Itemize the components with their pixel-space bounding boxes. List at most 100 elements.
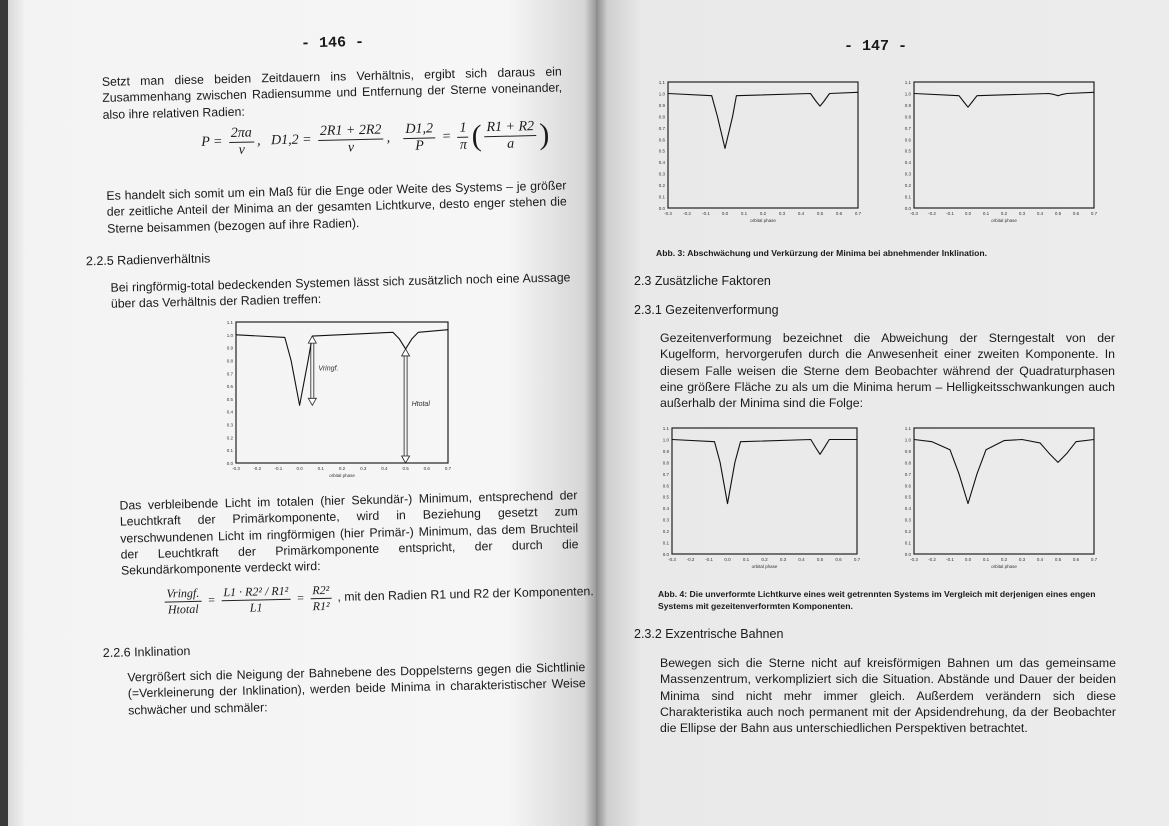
formula-part: =: [296, 590, 305, 605]
page-number: - 146 -: [300, 33, 365, 53]
paragraph: Bei ringförmig-total bedeckenden Systeme…: [110, 270, 571, 312]
x-axis-label: orbital phase: [991, 218, 1017, 223]
x-tick-label: 0.5: [817, 557, 824, 562]
formula-part: =: [441, 129, 452, 145]
y-tick-label: 0.8: [227, 358, 234, 363]
y-tick-label: 0.0: [905, 552, 912, 557]
denominator: v: [238, 142, 245, 158]
y-tick-label: 0.4: [227, 410, 234, 415]
formula-part: ,: [386, 130, 391, 146]
chart-radius-ratio: 0.0 0.1 0.2 0.3 0.4 0.5 0.6 0.7 0.8 0.9 1.0 1.1 -0.3…: [220, 318, 452, 483]
y-tick-label: 0.0: [659, 206, 666, 211]
chart-svg: 0.0 0.1 0.2 0.3 0.4 0.5 0.6 0.7 0.8 0.9 1.0 1.1 -0.3…: [227, 320, 452, 478]
x-tick-label: 0.4: [798, 211, 805, 216]
y-tick-label: 0.3: [227, 423, 234, 428]
plot-frame: [671, 427, 858, 555]
x-axis-label: orbital phase: [329, 473, 355, 478]
paragraph: Vergrößert sich die Neigung der Bahneben…: [127, 660, 586, 718]
x-tick-label: 0.4: [381, 466, 388, 471]
y-tick-label: 0.9: [905, 449, 912, 454]
y-tick-label: 0.1: [905, 541, 912, 546]
y-tick-label: 1.1: [663, 426, 670, 431]
x-axis-label: orbital phase: [991, 564, 1017, 569]
figure-caption-abb3: Abb. 3: Abschwächung und Verkürzung der …: [656, 248, 988, 258]
x-tick-label: -0.1: [275, 466, 283, 471]
y-tick-label: 0.7: [227, 371, 234, 376]
y-tick-label: 0.8: [663, 460, 670, 465]
x-axis-label: orbital phase: [752, 564, 778, 569]
y-tick-label: 1.1: [659, 80, 666, 85]
x-tick-label: 0.1: [318, 466, 325, 471]
x-tick-label: -0.1: [946, 557, 954, 562]
denominator: π: [459, 137, 468, 153]
y-tick-label: 0.3: [659, 172, 666, 177]
chart-svg: 0.0 0.1 0.2 0.3 0.4 0.5 0.6 0.7 0.8 0.9 1.0 1.1 -0.3…: [663, 426, 861, 569]
section-heading-2-3-2: 2.3.2 Exzentrische Bahnen: [634, 627, 784, 641]
chart-abb4-right: 0.0 0.1 0.2 0.3 0.4 0.5 0.6 0.7 0.8 0.9 1.0 1.1 -0.3…: [898, 424, 1098, 574]
section-heading-2-2-6: 2.2.6 Inklination: [102, 644, 191, 661]
x-tick-label: 0.1: [743, 557, 750, 562]
y-tick-label: 0.9: [905, 103, 912, 108]
x-tick-label: 0.0: [724, 557, 731, 562]
y-tick-label: 0.2: [663, 529, 670, 534]
y-tick-label: 0.6: [227, 384, 234, 389]
x-tick-label: 0.5: [1055, 211, 1062, 216]
fraction: R1 + R2 a: [484, 118, 537, 153]
x-tick-label: 0.0: [296, 466, 303, 471]
formula-radius-ratio: Vringf. Htotal = L1 · R2² / R1² L1 = R2² R1…: [161, 577, 594, 618]
light-curve-line: [235, 329, 449, 406]
formula-part: D1,2 =: [270, 132, 312, 149]
chart-svg: 0.0 0.1 0.2 0.3 0.4 0.5 0.6 0.7 0.8 0.9 1.0 1.1 -0.3…: [905, 80, 1098, 223]
y-tick-label: 0.5: [905, 495, 912, 500]
chart-svg: 0.0 0.1 0.2 0.3 0.4 0.5 0.6 0.7 0.8 0.9 1.0 1.1 -0.3…: [905, 426, 1098, 569]
x-tick-label: 0.0: [722, 211, 729, 216]
x-tick-label: 0.7: [1091, 557, 1098, 562]
double-arrow-htotal: [400, 348, 411, 464]
x-tick-label: 0.2: [760, 211, 767, 216]
formula-text: , mit den Radien R1 und R2 der Komponent…: [337, 584, 594, 604]
numerator: 2πa: [228, 124, 255, 143]
x-tick-label: 0.2: [339, 466, 346, 471]
x-tick-label: 0.6: [835, 557, 842, 562]
y-tick-label: 0.5: [905, 149, 912, 154]
paragraph: Es handelt sich somit um ein Maß für die…: [106, 178, 567, 236]
y-tick-label: 0.4: [905, 160, 912, 165]
x-tick-label: 0.4: [1037, 557, 1044, 562]
chart-abb4-left: 0.0 0.1 0.2 0.3 0.4 0.5 0.6 0.7 0.8 0.9 1.0 1.1 -0.3…: [656, 424, 861, 574]
y-tick-label: 0.3: [905, 518, 912, 523]
y-tick-label: 0.9: [227, 346, 234, 351]
y-tick-label: 1.1: [905, 80, 912, 85]
formula-part: ,: [256, 133, 261, 149]
y-tick-label: 0.5: [659, 149, 666, 154]
fraction: D1,2 P: [403, 120, 436, 155]
y-tick-label: 0.4: [663, 506, 670, 511]
section-heading-2-3-1: 2.3.1 Gezeitenverformung: [634, 303, 779, 317]
page-number: - 147 -: [844, 38, 908, 55]
x-tick-label: -0.3: [664, 211, 672, 216]
y-tick-label: 0.7: [905, 126, 912, 131]
y-tick-label: 0.1: [659, 195, 666, 200]
x-tick-label: 0.4: [1037, 211, 1044, 216]
y-tick-label: 0.7: [663, 472, 670, 477]
formula-relative-radii: P = 2πa v, D1,2 = 2R1 + 2R2 v, D1,2 P = 1 π(…: [201, 118, 550, 160]
formula-part: (: [471, 119, 483, 153]
left-page-146: - 146 - Setzt man diese beiden Zeitdauer…: [8, 0, 596, 826]
numerator: 1: [457, 120, 469, 138]
fraction: R2² R1²: [310, 582, 332, 614]
fraction: Vringf. Htotal: [164, 585, 202, 618]
numerator: D1,2: [403, 120, 436, 139]
formula-part: P =: [201, 134, 223, 150]
plot-frame: [667, 81, 859, 209]
y-tick-label: 0.2: [905, 529, 912, 534]
x-tick-label: -0.3: [232, 466, 240, 471]
y-tick-label: 0.2: [659, 183, 666, 188]
y-tick-label: 0.1: [905, 195, 912, 200]
y-tick-label: 0.5: [227, 397, 234, 402]
light-curve-line: [671, 438, 857, 505]
double-arrow-vringf: [307, 335, 318, 407]
x-tick-label: -0.1: [702, 211, 710, 216]
x-tick-label: 0.7: [445, 466, 452, 471]
annotation-label: Vringf.: [318, 366, 338, 373]
y-tick-label: 0.6: [663, 483, 670, 488]
y-tick-label: 0.1: [663, 541, 670, 546]
